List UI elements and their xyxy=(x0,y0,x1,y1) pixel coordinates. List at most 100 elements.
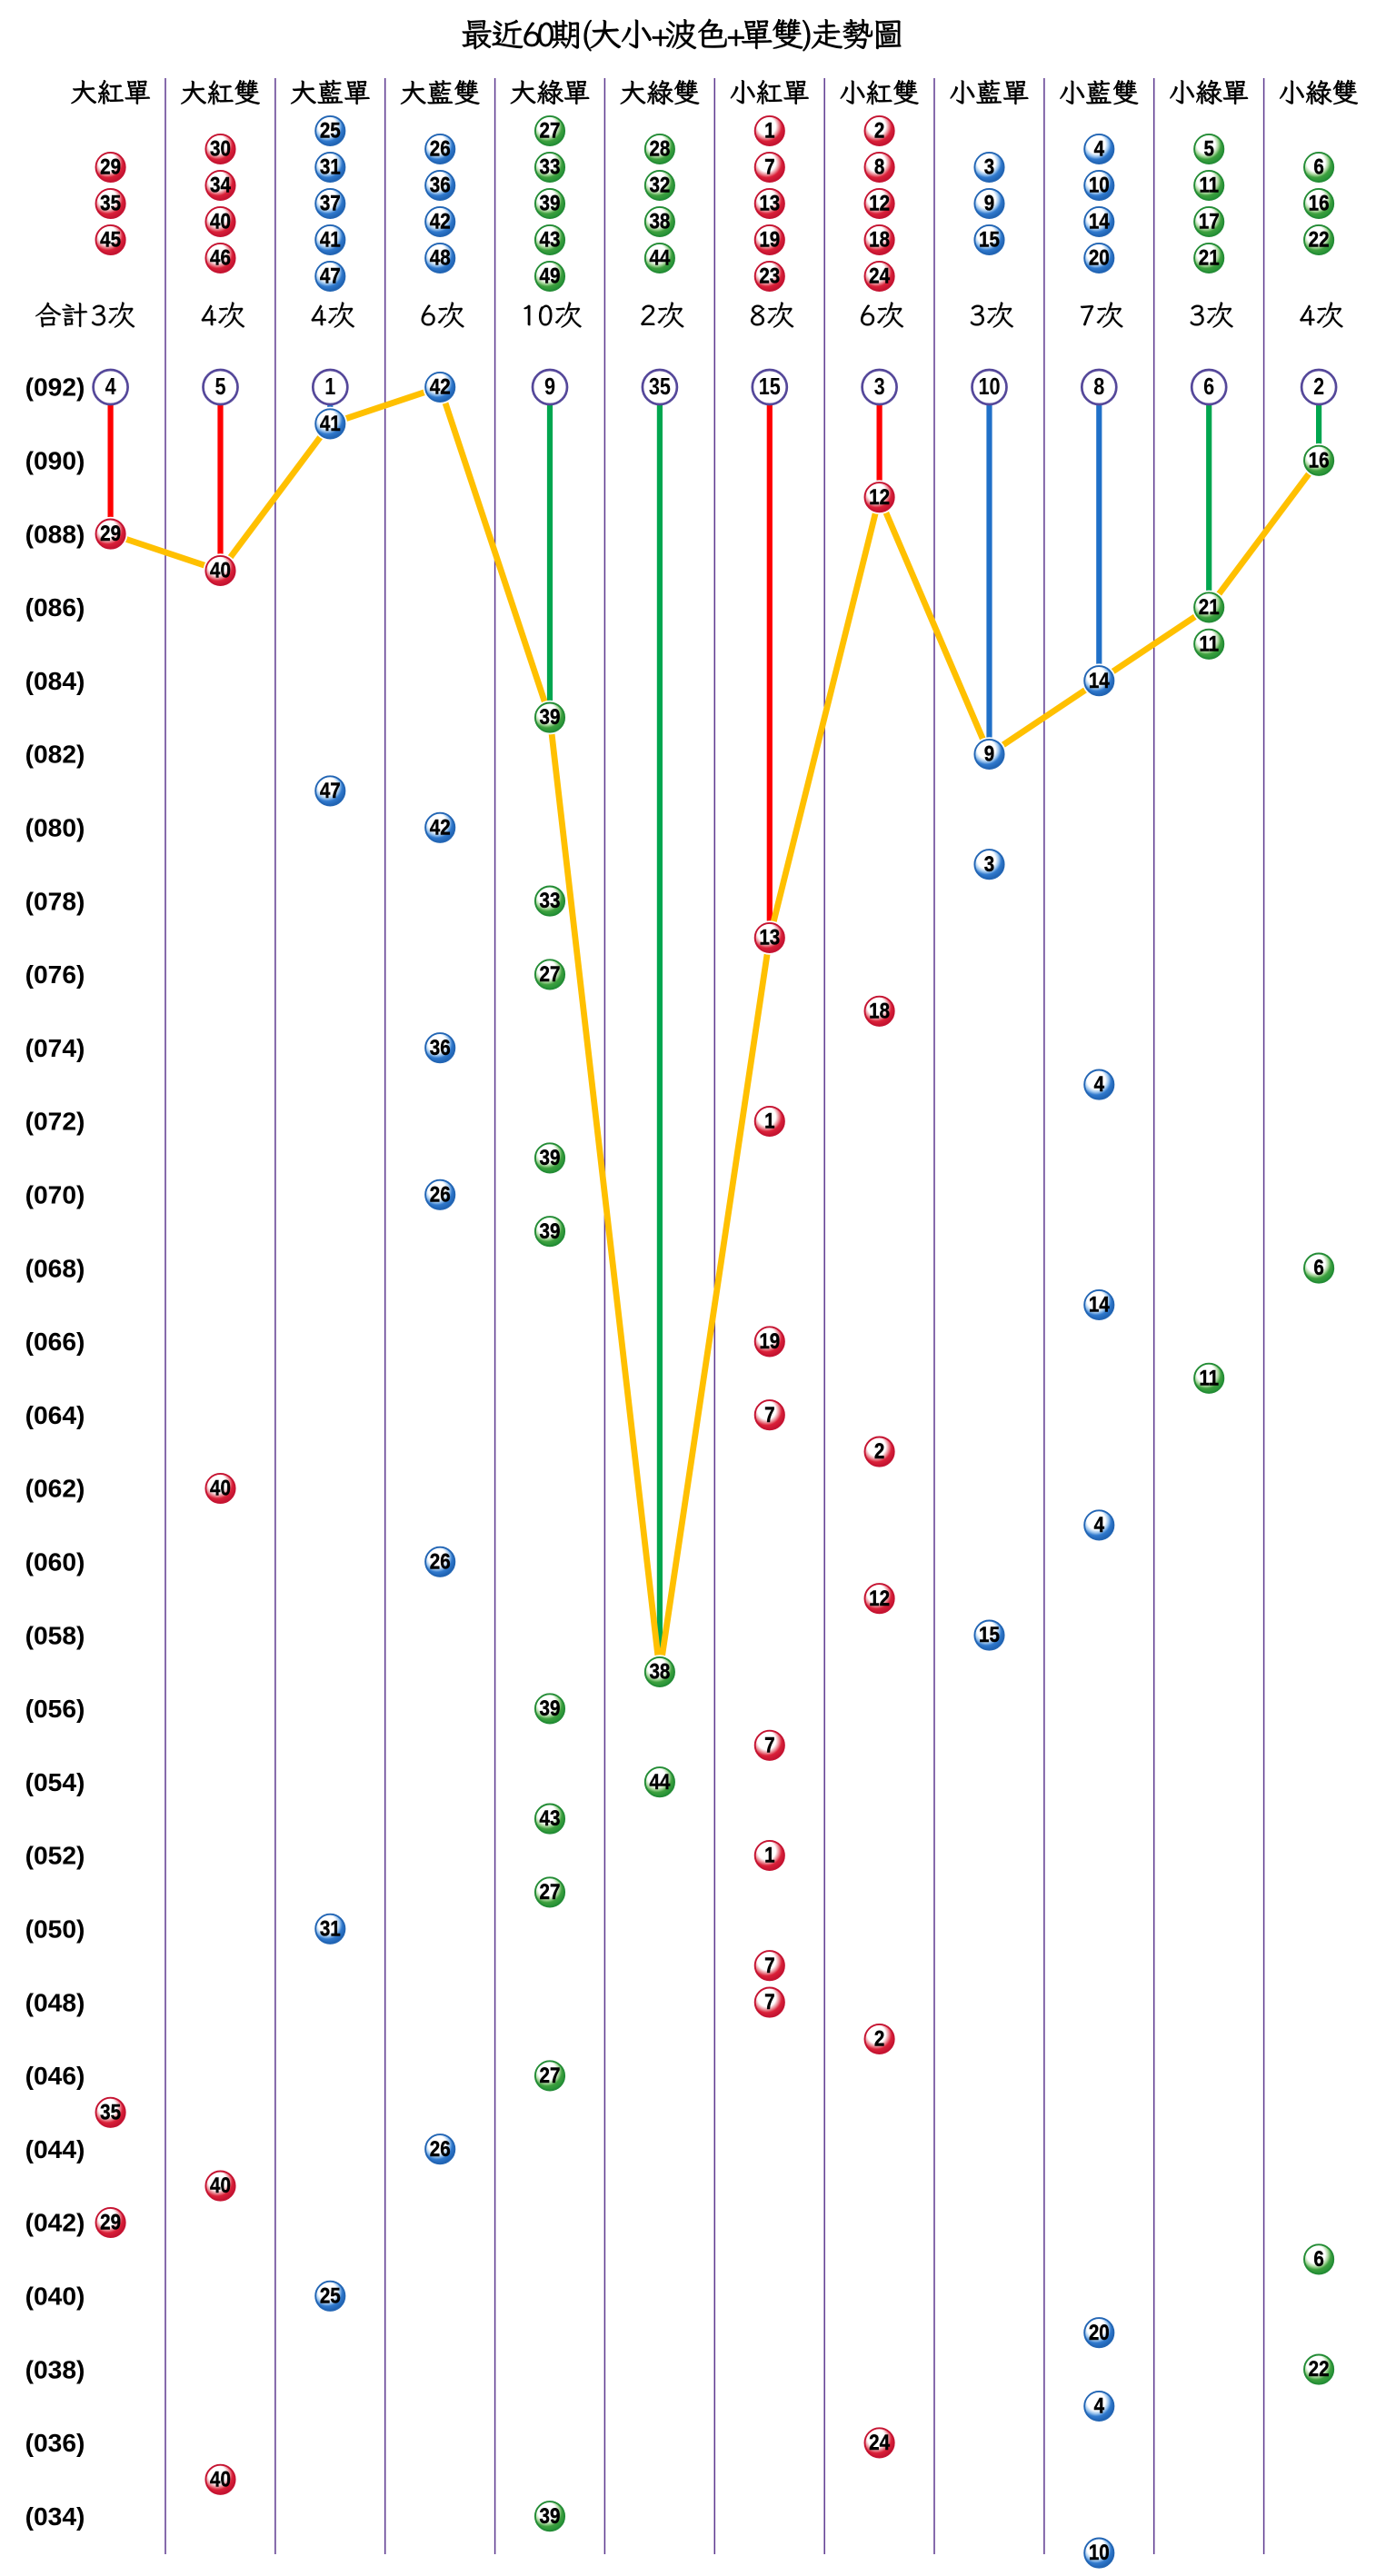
svg-text:(084): (084) xyxy=(25,666,85,695)
svg-text:42: 42 xyxy=(430,209,451,234)
svg-text:13: 13 xyxy=(759,191,780,215)
svg-text:(090): (090) xyxy=(25,446,85,475)
svg-text:(044): (044) xyxy=(25,2134,85,2163)
svg-text:24: 24 xyxy=(869,2430,890,2454)
svg-text:12: 12 xyxy=(869,191,890,215)
svg-text:(040): (040) xyxy=(25,2282,85,2311)
svg-text:29: 29 xyxy=(100,154,121,179)
svg-text:39: 39 xyxy=(540,2503,561,2528)
svg-text:40: 40 xyxy=(210,209,231,234)
svg-text:39: 39 xyxy=(540,1145,561,1169)
svg-text:47: 47 xyxy=(320,264,341,288)
svg-text:27: 27 xyxy=(540,1879,561,1904)
svg-text:4: 4 xyxy=(1094,1072,1105,1097)
svg-text:47: 47 xyxy=(320,778,341,802)
svg-text:(038): (038) xyxy=(25,2354,85,2383)
svg-text:40: 40 xyxy=(210,1476,231,1500)
svg-text:(064): (064) xyxy=(25,1400,85,1429)
svg-text:2: 2 xyxy=(874,2026,884,2051)
svg-text:1: 1 xyxy=(764,1109,774,1133)
svg-text:(074): (074) xyxy=(25,1033,85,1062)
svg-text:11: 11 xyxy=(1199,632,1219,656)
svg-text:24: 24 xyxy=(869,264,890,288)
svg-text:(048): (048) xyxy=(25,1987,85,2016)
svg-text:44: 44 xyxy=(649,1769,670,1794)
svg-text:(086): (086) xyxy=(25,592,85,622)
svg-text:40: 40 xyxy=(210,558,231,582)
svg-text:27: 27 xyxy=(540,961,561,986)
svg-text:41: 41 xyxy=(320,411,341,435)
svg-text:13: 13 xyxy=(759,925,780,950)
svg-text:(072): (072) xyxy=(25,1107,85,1136)
svg-text:15: 15 xyxy=(979,227,1000,252)
svg-text:(042): (042) xyxy=(25,2208,85,2237)
svg-text:7: 7 xyxy=(764,154,774,179)
svg-text:(080): (080) xyxy=(25,813,85,842)
svg-text:26: 26 xyxy=(430,1182,451,1207)
svg-text:6: 6 xyxy=(1313,154,1323,179)
svg-text:10: 10 xyxy=(978,374,1000,400)
svg-text:27: 27 xyxy=(540,2063,561,2087)
svg-text:20: 20 xyxy=(1089,2320,1110,2344)
svg-text:9: 9 xyxy=(984,741,994,766)
svg-text:23: 23 xyxy=(759,264,780,288)
svg-text:18: 18 xyxy=(869,227,890,252)
svg-text:37: 37 xyxy=(320,191,341,215)
svg-text:1: 1 xyxy=(324,374,335,400)
svg-text:(056): (056) xyxy=(25,1694,85,1723)
svg-text:19: 19 xyxy=(759,227,780,252)
svg-text:6: 6 xyxy=(1313,1256,1323,1280)
svg-text:35: 35 xyxy=(100,2100,121,2124)
svg-text:(092): (092) xyxy=(25,373,85,402)
svg-text:25: 25 xyxy=(320,2283,341,2308)
svg-text:10: 10 xyxy=(1089,2541,1110,2565)
svg-text:8: 8 xyxy=(874,154,884,179)
svg-text:26: 26 xyxy=(430,2136,451,2161)
svg-text:49: 49 xyxy=(540,264,561,288)
svg-text:22: 22 xyxy=(1309,227,1330,252)
svg-text:1: 1 xyxy=(764,118,774,143)
svg-text:28: 28 xyxy=(649,136,670,161)
svg-text:7: 7 xyxy=(764,1990,774,2014)
svg-text:43: 43 xyxy=(540,227,561,252)
svg-text:3: 3 xyxy=(874,374,885,400)
svg-text:26: 26 xyxy=(430,1549,451,1574)
svg-text:10: 10 xyxy=(1089,173,1110,197)
svg-text:7: 7 xyxy=(764,1733,774,1757)
svg-text:38: 38 xyxy=(649,1659,670,1684)
svg-text:45: 45 xyxy=(100,227,121,252)
svg-text:27: 27 xyxy=(540,118,561,143)
svg-text:(088): (088) xyxy=(25,519,85,548)
svg-text:(066): (066) xyxy=(25,1327,85,1356)
svg-text:16: 16 xyxy=(1309,191,1330,215)
svg-text:39: 39 xyxy=(540,1218,561,1243)
svg-text:39: 39 xyxy=(540,191,561,215)
svg-text:35: 35 xyxy=(100,191,121,215)
svg-text:(062): (062) xyxy=(25,1474,85,1503)
svg-text:35: 35 xyxy=(649,374,671,400)
svg-text:7: 7 xyxy=(764,1953,774,1977)
svg-text:48: 48 xyxy=(430,245,451,270)
svg-text:29: 29 xyxy=(100,522,121,546)
svg-text:40: 40 xyxy=(210,2173,231,2198)
svg-text:(054): (054) xyxy=(25,1767,85,1796)
svg-text:6: 6 xyxy=(1203,374,1214,400)
svg-text:14: 14 xyxy=(1089,668,1110,692)
svg-text:33: 33 xyxy=(540,154,561,179)
svg-text:29: 29 xyxy=(100,2210,121,2234)
svg-text:43: 43 xyxy=(540,1806,561,1831)
svg-text:34: 34 xyxy=(210,173,231,197)
svg-text:17: 17 xyxy=(1199,209,1220,234)
svg-text:9: 9 xyxy=(984,191,994,215)
svg-text:5: 5 xyxy=(1203,136,1213,161)
svg-text:(068): (068) xyxy=(25,1253,85,1282)
svg-text:40: 40 xyxy=(210,2467,231,2491)
svg-text:14: 14 xyxy=(1089,209,1110,234)
svg-text:9: 9 xyxy=(544,374,555,400)
svg-text:18: 18 xyxy=(869,999,890,1023)
svg-text:31: 31 xyxy=(320,154,341,179)
svg-text:26: 26 xyxy=(430,136,451,161)
svg-text:12: 12 xyxy=(869,484,890,509)
svg-text:8: 8 xyxy=(1093,374,1104,400)
svg-text:6: 6 xyxy=(1313,2246,1323,2271)
